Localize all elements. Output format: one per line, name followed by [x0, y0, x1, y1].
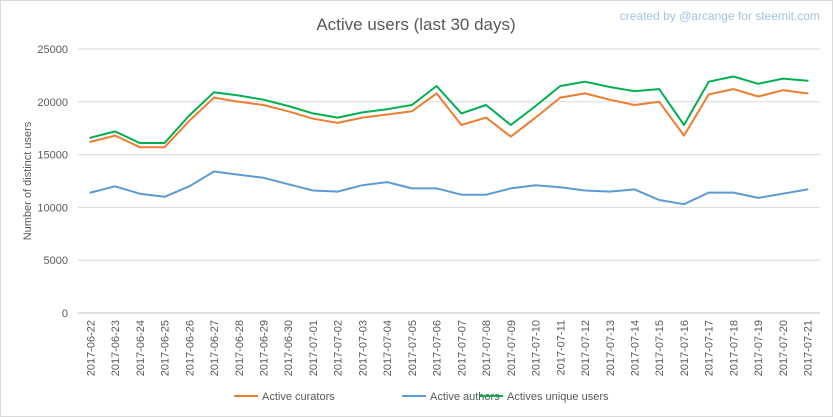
legend-label: Active curators: [262, 391, 335, 403]
x-tick-label: 2017-06-30: [283, 320, 295, 376]
y-tick-label: 10000: [37, 202, 68, 214]
x-tick-label: 2017-07-03: [357, 320, 369, 376]
x-tick-labels: 2017-06-22 2017-06-23 2017-06-24 2017-06-25…: [85, 320, 814, 376]
x-tick-label: 2017-06-28: [234, 320, 246, 376]
x-tick-label: 2017-07-15: [654, 320, 666, 376]
x-tick-label: 2017-07-02: [333, 320, 345, 376]
x-tick-label: 2017-07-13: [605, 320, 617, 376]
x-tick-label: 2017-07-21: [803, 320, 815, 376]
legend: Active curators Active authors Actives uni…: [234, 391, 609, 403]
y-tick-label: 20000: [37, 97, 68, 109]
x-tick-label: 2017-07-11: [555, 320, 567, 375]
x-tick-label: 2017-06-22: [85, 320, 97, 376]
credit-text: created by @arcange for steemit.com: [620, 9, 820, 23]
x-tick-label: 2017-07-18: [728, 320, 740, 376]
x-tick-label: 2017-06-26: [184, 320, 196, 376]
y-tick-labels: 0 5000 10000 15000 20000 25000: [37, 44, 68, 320]
x-tick-label: 2017-07-07: [456, 320, 468, 376]
x-tick-label: 2017-07-17: [704, 320, 716, 376]
x-tick-label: 2017-07-14: [630, 320, 642, 376]
x-tick-label: 2017-07-09: [506, 320, 518, 376]
y-tick-label: 0: [62, 308, 68, 320]
series-line-2: [89, 75, 809, 144]
y-tick-label: 5000: [44, 255, 68, 267]
x-tick-label: 2017-07-10: [531, 320, 543, 376]
y-tick-label: 25000: [37, 44, 68, 56]
series-line-1: [89, 170, 809, 206]
x-tick-label: 2017-07-19: [753, 320, 765, 376]
x-tick-label: 2017-06-25: [160, 320, 172, 376]
legend-label: Active authors: [430, 391, 500, 403]
x-tick-label: 2017-07-16: [679, 320, 691, 376]
y-axis-label: Number of distinct users: [22, 121, 34, 240]
x-tick-label: 2017-07-04: [382, 320, 394, 376]
x-tick-label: 2017-07-20: [778, 320, 790, 376]
legend-label: Actives unique users: [507, 391, 609, 403]
x-tick-label: 2017-06-24: [135, 320, 147, 376]
x-tick-label: 2017-07-12: [580, 320, 592, 376]
x-tick-label: 2017-06-29: [259, 320, 271, 376]
y-tick-label: 15000: [37, 150, 68, 162]
series-line-0: [89, 88, 809, 149]
series-lines: [89, 75, 809, 206]
x-tick-label: 2017-07-06: [432, 320, 444, 376]
x-tick-label: 2017-07-05: [407, 320, 419, 376]
gridlines: [78, 48, 820, 314]
x-tick-label: 2017-07-08: [481, 320, 493, 376]
x-tick-label: 2017-06-27: [209, 320, 221, 376]
x-tick-label: 2017-07-01: [308, 320, 320, 376]
x-tick-label: 2017-06-23: [110, 320, 122, 376]
chart-title: Active users (last 30 days): [316, 15, 515, 34]
